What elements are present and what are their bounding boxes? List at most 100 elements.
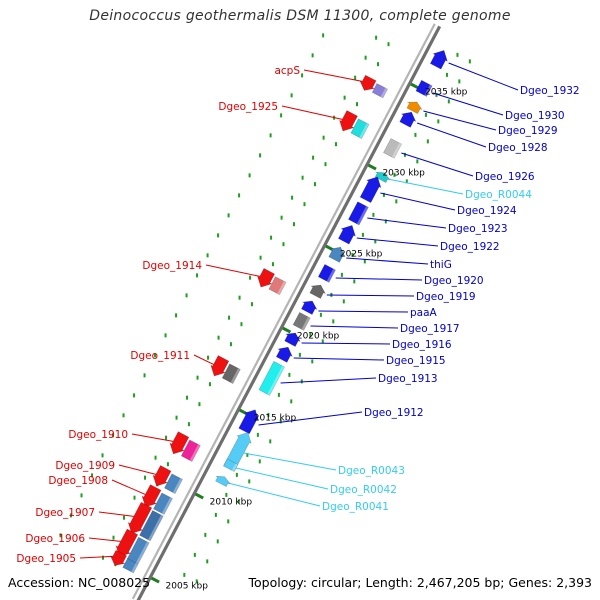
leader-line [432, 92, 504, 116]
tick-dot [322, 33, 325, 38]
gene-label-right: Dgeo_1928 [488, 142, 548, 154]
tick-dot [112, 535, 115, 540]
tick-dot [166, 462, 169, 467]
tick-dot [277, 392, 280, 397]
topology-label: Topology: [248, 575, 307, 590]
tick-dot [447, 99, 450, 104]
gene-feature-left [221, 363, 241, 384]
leader-line [258, 411, 363, 426]
tick-dot [290, 399, 293, 404]
gene-feature-right [337, 225, 356, 245]
tick-dot [363, 259, 366, 264]
tick-dot [395, 199, 398, 204]
scale-label: 2025 kbp [340, 249, 383, 259]
tick-dot [354, 75, 357, 80]
tick-dot [59, 533, 62, 538]
tick-dot [122, 413, 125, 418]
accession-text: Accession: NC_008025 [8, 575, 150, 590]
tick-dot [133, 495, 136, 500]
tick-dot [91, 473, 94, 478]
leader-line [131, 433, 174, 442]
gene-label-right: Dgeo_1930 [505, 110, 565, 122]
tick-dot [154, 455, 157, 460]
tick-dot [382, 192, 385, 197]
scale-tick [367, 163, 377, 171]
tick-dot [403, 152, 406, 157]
gene-label-left: Dgeo_1907 [35, 507, 95, 519]
tick-dot [364, 55, 367, 60]
gene-feature-right [399, 111, 417, 128]
tick-dot [227, 213, 230, 218]
accession-label: Accession: [8, 575, 75, 590]
gene-feature-right [374, 171, 390, 183]
genome-stats: Topology: circular; Length: 2,467,205 bp; Ge… [248, 575, 592, 590]
gene-label-right: Dgeo_1920 [424, 275, 484, 287]
backbone-line-inner [131, 23, 436, 600]
tick-dot [332, 319, 335, 324]
tick-dot [175, 313, 178, 318]
tick-dot [313, 182, 316, 187]
tick-dot [183, 572, 186, 577]
gene-label-right: Dgeo_R0043 [338, 465, 405, 477]
gene-feature-left-arrow [127, 501, 153, 534]
gene-label-left: Dgeo_1910 [68, 429, 128, 441]
gene-feature-left-arrow [152, 465, 172, 487]
tick-dot [235, 472, 238, 477]
tick-dot [246, 452, 249, 457]
tick-dot [372, 212, 375, 217]
genes-count-label: Genes: [508, 575, 553, 590]
tick-dot [456, 52, 459, 57]
tick-dot [225, 492, 228, 497]
tick-dot [187, 422, 190, 427]
gene-label-right: Dgeo_1932 [520, 85, 580, 97]
scale-label: 2020 kbp [297, 331, 340, 341]
leader-line [401, 152, 474, 177]
scale-label: 2005 kbp [166, 581, 209, 591]
leader-line [303, 69, 363, 82]
leader-line [380, 192, 456, 211]
tick-dot [374, 239, 377, 244]
tick-dot [298, 352, 301, 357]
tick-dot [270, 235, 273, 240]
gene-feature-left [139, 510, 164, 542]
tick-dot [279, 419, 282, 424]
gene-feature-left [268, 276, 287, 296]
gene-feature-left [164, 473, 183, 494]
tick-dot [248, 479, 251, 484]
gene-label-left: acpS [274, 65, 300, 77]
leader-line [293, 357, 385, 361]
tick-dot [387, 42, 390, 47]
tick-dot [311, 359, 314, 364]
tick-dot [175, 415, 178, 420]
scale-label: 2015 kbp [254, 413, 297, 423]
gene-label-right: Dgeo_1917 [400, 323, 460, 335]
gene-label-left: Dgeo_1925 [218, 101, 278, 113]
tick-dot [144, 475, 147, 480]
gene-feature-left-arrow [109, 549, 128, 566]
gene-label-right: Dgeo_1915 [386, 355, 446, 367]
gene-feature-left [122, 558, 139, 574]
tick-dot [292, 222, 295, 227]
tick-dot [269, 133, 272, 138]
tick-dot [258, 459, 261, 464]
gene-feature-right [383, 138, 402, 159]
genes-count-value: 2,393 [556, 575, 592, 590]
tick-dot [384, 219, 387, 224]
tick-dot [353, 279, 356, 284]
tick-dot [334, 142, 337, 147]
tick-dot [206, 559, 209, 564]
gene-label-right: Dgeo_R0042 [330, 484, 397, 496]
tick-dot [340, 272, 343, 277]
tick-dot [248, 173, 251, 178]
gene-feature-left [371, 83, 388, 99]
tick-dot [291, 195, 294, 200]
tick-dot [303, 202, 306, 207]
tick-dot [468, 59, 471, 64]
leader-line [335, 277, 423, 281]
leader-line [227, 482, 321, 507]
tick-dot [185, 293, 188, 298]
leader-line [367, 217, 447, 229]
gene-label-left: Dgeo_1909 [55, 460, 115, 472]
tick-dot [437, 119, 440, 124]
tick-dot [207, 355, 210, 360]
